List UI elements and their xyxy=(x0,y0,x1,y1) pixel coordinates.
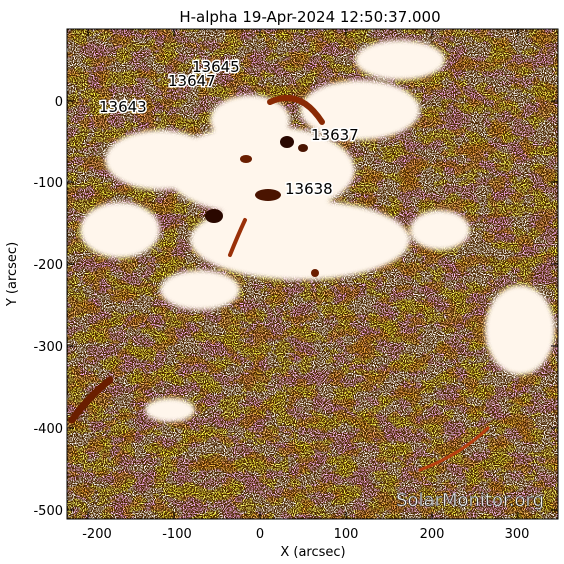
y-axis-label: Y (arcsec) xyxy=(5,242,20,307)
solar-image: 13645 13647 13643 13637 13638 SolarMonit… xyxy=(67,29,558,519)
sunspot-dark-6 xyxy=(311,269,319,277)
sunspot-dark-3 xyxy=(255,189,281,201)
filament-west xyxy=(68,376,114,424)
y-tick-label: -500 xyxy=(33,504,63,519)
y-tick-label: 0 xyxy=(55,95,63,110)
filament-south xyxy=(418,426,490,472)
filament-arch xyxy=(267,95,325,125)
sunspot-dark-5 xyxy=(240,155,252,163)
y-tick-label: -100 xyxy=(33,176,63,191)
y-tick-label: -400 xyxy=(33,422,63,437)
plot-frame xyxy=(66,28,559,520)
x-ticks xyxy=(87,29,519,519)
x-tick-label: 200 xyxy=(420,527,445,542)
x-tick-label: -200 xyxy=(82,527,112,542)
ar-label-13638: 13638 xyxy=(285,180,333,198)
ar-label-13643: 13643 xyxy=(99,98,147,116)
ar-label-13645: 13645 xyxy=(192,58,240,76)
ar-label-13647: 13647 xyxy=(168,72,216,90)
watermark: SolarMonitor.org xyxy=(396,490,544,511)
sunspot-dark-2 xyxy=(280,136,294,148)
plage-regions xyxy=(80,40,555,422)
x-tick-labels: -200 -100 0 100 200 300 xyxy=(82,527,529,542)
y-tick-label: -200 xyxy=(33,258,63,273)
x-tick-label: 300 xyxy=(505,527,530,542)
ar-label-13637: 13637 xyxy=(311,126,359,144)
x-axis-label: X (arcsec) xyxy=(280,545,345,560)
y-ticks xyxy=(67,100,558,511)
x-tick-label: 100 xyxy=(334,527,359,542)
y-tick-labels: 0 -100 -200 -300 -400 -500 xyxy=(33,95,63,519)
plot-title: H-alpha 19-Apr-2024 12:50:37.000 xyxy=(179,8,440,26)
x-tick-label: 0 xyxy=(256,527,264,542)
active-region-labels: 13645 13647 13643 13637 13638 xyxy=(98,57,361,200)
y-tick-label: -300 xyxy=(33,340,63,355)
sunspot-dark-4 xyxy=(298,144,308,152)
dark-features xyxy=(68,95,490,472)
filament-center xyxy=(228,218,247,257)
sunspot-dark-1 xyxy=(205,209,223,223)
x-tick-label: -100 xyxy=(162,527,192,542)
